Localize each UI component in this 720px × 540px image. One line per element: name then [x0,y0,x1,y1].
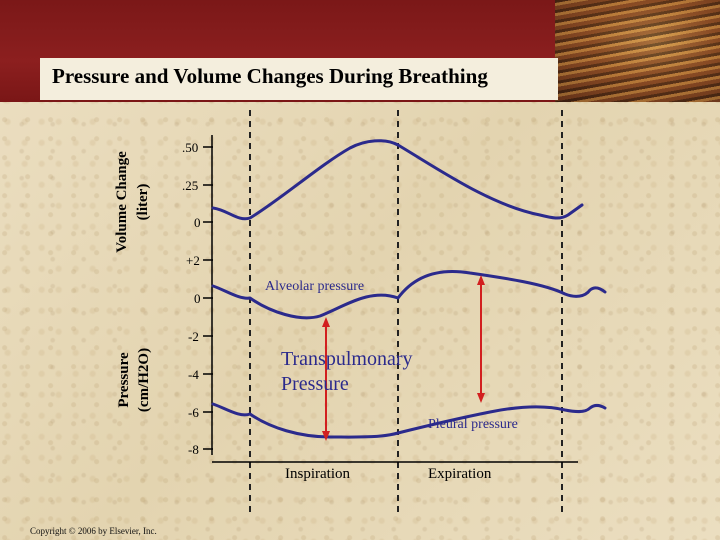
pressure-tick-label: -6 [188,405,199,420]
pressure-tick-label: -4 [188,367,199,382]
alveolar-pressure-label: Alveolar pressure [265,279,364,294]
slide-title: Pressure and Volume Changes During Breat… [52,64,488,88]
expiration-label: Expiration [428,466,492,482]
pressure-axis-label: Pressure [116,352,132,408]
volume-tick-label: .25 [182,178,198,193]
inspiration-label: Inspiration [285,466,350,482]
volume-curve [211,139,584,221]
banner-artwork [555,0,720,102]
pressure-tick-label: -2 [188,329,199,344]
volume-tick-label: 0 [194,215,201,230]
volume-axis-label: Volume Change [114,151,130,253]
pressure-tick-label: 0 [194,291,201,306]
transpulmonary-label-line2: Pressure [281,373,349,395]
pleural-pressure-label: Pleural pressure [428,417,518,432]
pressure-tick-label: +2 [186,253,200,268]
pressure-tick-label: -8 [188,442,199,457]
alveolar-pressure-curve [211,269,607,320]
volume-axis-unit: (liter) [135,184,151,221]
pleural-pressure-curve [211,402,607,439]
copyright-notice: Copyright © 2006 by Elsevier, Inc. [30,526,157,536]
pressure-axis-unit: (cm/H2O) [136,348,152,412]
transpulmonary-label-line1: Transpulmonary [281,348,412,370]
volume-tick-label: .50 [182,140,198,155]
title-bar [40,58,558,100]
